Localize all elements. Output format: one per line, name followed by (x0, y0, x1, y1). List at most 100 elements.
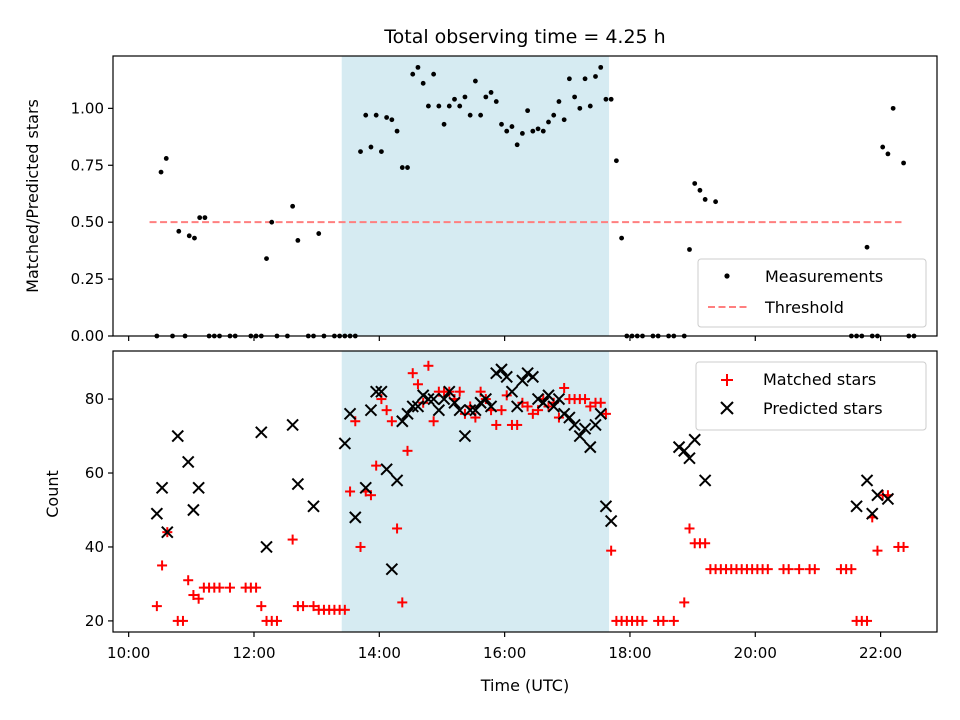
predicted-star-point (369, 385, 383, 398)
measurement-point (264, 256, 269, 262)
predicted-star-point (881, 492, 895, 506)
matched-star-point (151, 601, 162, 612)
predicted-star-point (411, 400, 425, 413)
measurement-point (890, 105, 896, 111)
measurement-point (410, 71, 416, 77)
matched-star-point (459, 408, 470, 419)
predicted-star-point (557, 407, 571, 421)
predicted-star-point (416, 389, 430, 402)
measurement-point (358, 149, 363, 155)
measurement-point (472, 78, 478, 84)
y-tick-label: 20 (85, 612, 104, 630)
matched-star-point (418, 397, 429, 408)
matched-star-point (386, 416, 397, 427)
matched-star-point (298, 601, 309, 612)
measurement-point (384, 115, 390, 120)
top-y-axis-label: Matched/Predicted stars (23, 99, 42, 293)
matched-star-point (428, 416, 439, 427)
matched-star-point (872, 545, 883, 556)
measurement-point (405, 165, 410, 170)
matched-star-point (308, 601, 319, 612)
legend-threshold-label: Threshold (764, 298, 844, 317)
predicted-star-point (187, 503, 200, 517)
measurement-point (176, 228, 182, 234)
top-chart-title: Total observing time = 4.25 h (383, 26, 665, 48)
predicted-star-point (307, 500, 320, 513)
measurement-point (514, 142, 520, 148)
predicted-star-point (599, 500, 613, 513)
measurement-point (420, 80, 426, 86)
matched-star-point (496, 405, 507, 416)
x-tick-label: 10:00 (107, 644, 150, 662)
predicted-star-point (150, 507, 164, 520)
predicted-star-point (453, 403, 466, 417)
predicted-star-point (155, 481, 169, 495)
measurement-point (197, 215, 203, 221)
matched-star-point (501, 390, 512, 401)
matched-star-point (522, 401, 533, 412)
matched-star-point (397, 597, 408, 608)
measurement-point (394, 128, 400, 134)
measurement-point (163, 156, 169, 161)
matched-star-point (512, 419, 523, 430)
predicted-star-point (343, 407, 357, 421)
x-tick-label: 20:00 (734, 644, 777, 662)
measurement-point (577, 105, 583, 111)
measurement-point (483, 94, 489, 100)
measurement-point (593, 74, 598, 79)
measurement-point (363, 112, 369, 118)
predicted-star-point (537, 396, 550, 409)
legend-predicted-label: Predicted stars (763, 399, 883, 418)
measurement-point (436, 103, 442, 109)
measurement-point (535, 126, 541, 132)
matched-star-point (517, 397, 528, 408)
predicted-star-point (495, 363, 508, 376)
y-tick-label: 1.00 (71, 99, 104, 117)
predicted-star-point (683, 452, 696, 465)
predicted-star-point (573, 429, 587, 443)
measurement-point (713, 199, 718, 205)
x-tick-label: 22:00 (859, 644, 902, 662)
predicted-star-point (871, 488, 884, 502)
measurement-point (619, 235, 625, 241)
measurement-point (608, 96, 614, 102)
matched-star-point (214, 582, 225, 593)
predicted-star-point (255, 426, 268, 439)
legend-matched-label: Matched stars (763, 370, 876, 389)
predicted-star-point (542, 389, 555, 402)
measurement-point (556, 99, 562, 104)
measurement-point (697, 187, 703, 193)
measurement-point (186, 233, 192, 239)
measurement-point (452, 96, 457, 102)
predicted-star-point (364, 403, 378, 417)
matched-star-point (339, 604, 350, 615)
predicted-star-point (521, 366, 534, 380)
measurement-point (885, 151, 891, 157)
top-panel: 0.00 0.25 0.50 0.75 1.00 Total observing tim… (23, 26, 938, 345)
measurement-point (368, 144, 374, 150)
predicted-star-point (552, 392, 566, 406)
measurement-point (692, 181, 698, 186)
predicted-star-point (688, 433, 701, 446)
matched-star-point (381, 405, 392, 416)
measurement-point (441, 121, 447, 127)
matched-star-point (392, 523, 403, 534)
legend-measurements-marker (724, 273, 730, 279)
top-y-ticks: 0.00 0.25 0.50 0.75 1.00 (71, 99, 113, 345)
predicted-star-point (479, 392, 493, 406)
matched-star-point (606, 545, 617, 556)
matched-star-point (668, 615, 679, 626)
predicted-star-point (260, 540, 273, 554)
matched-star-point (251, 582, 262, 593)
measurement-point (379, 149, 384, 155)
measurement-point (613, 158, 619, 164)
measurement-point (687, 247, 692, 252)
measurement-point (389, 117, 395, 123)
measurement-point (431, 71, 437, 77)
measurement-point (425, 103, 431, 109)
predicted-star-point (422, 392, 435, 406)
legend-matched-marker (721, 374, 733, 386)
measurement-point (373, 112, 379, 118)
measurement-point (446, 103, 452, 109)
measurement-point (290, 203, 296, 209)
